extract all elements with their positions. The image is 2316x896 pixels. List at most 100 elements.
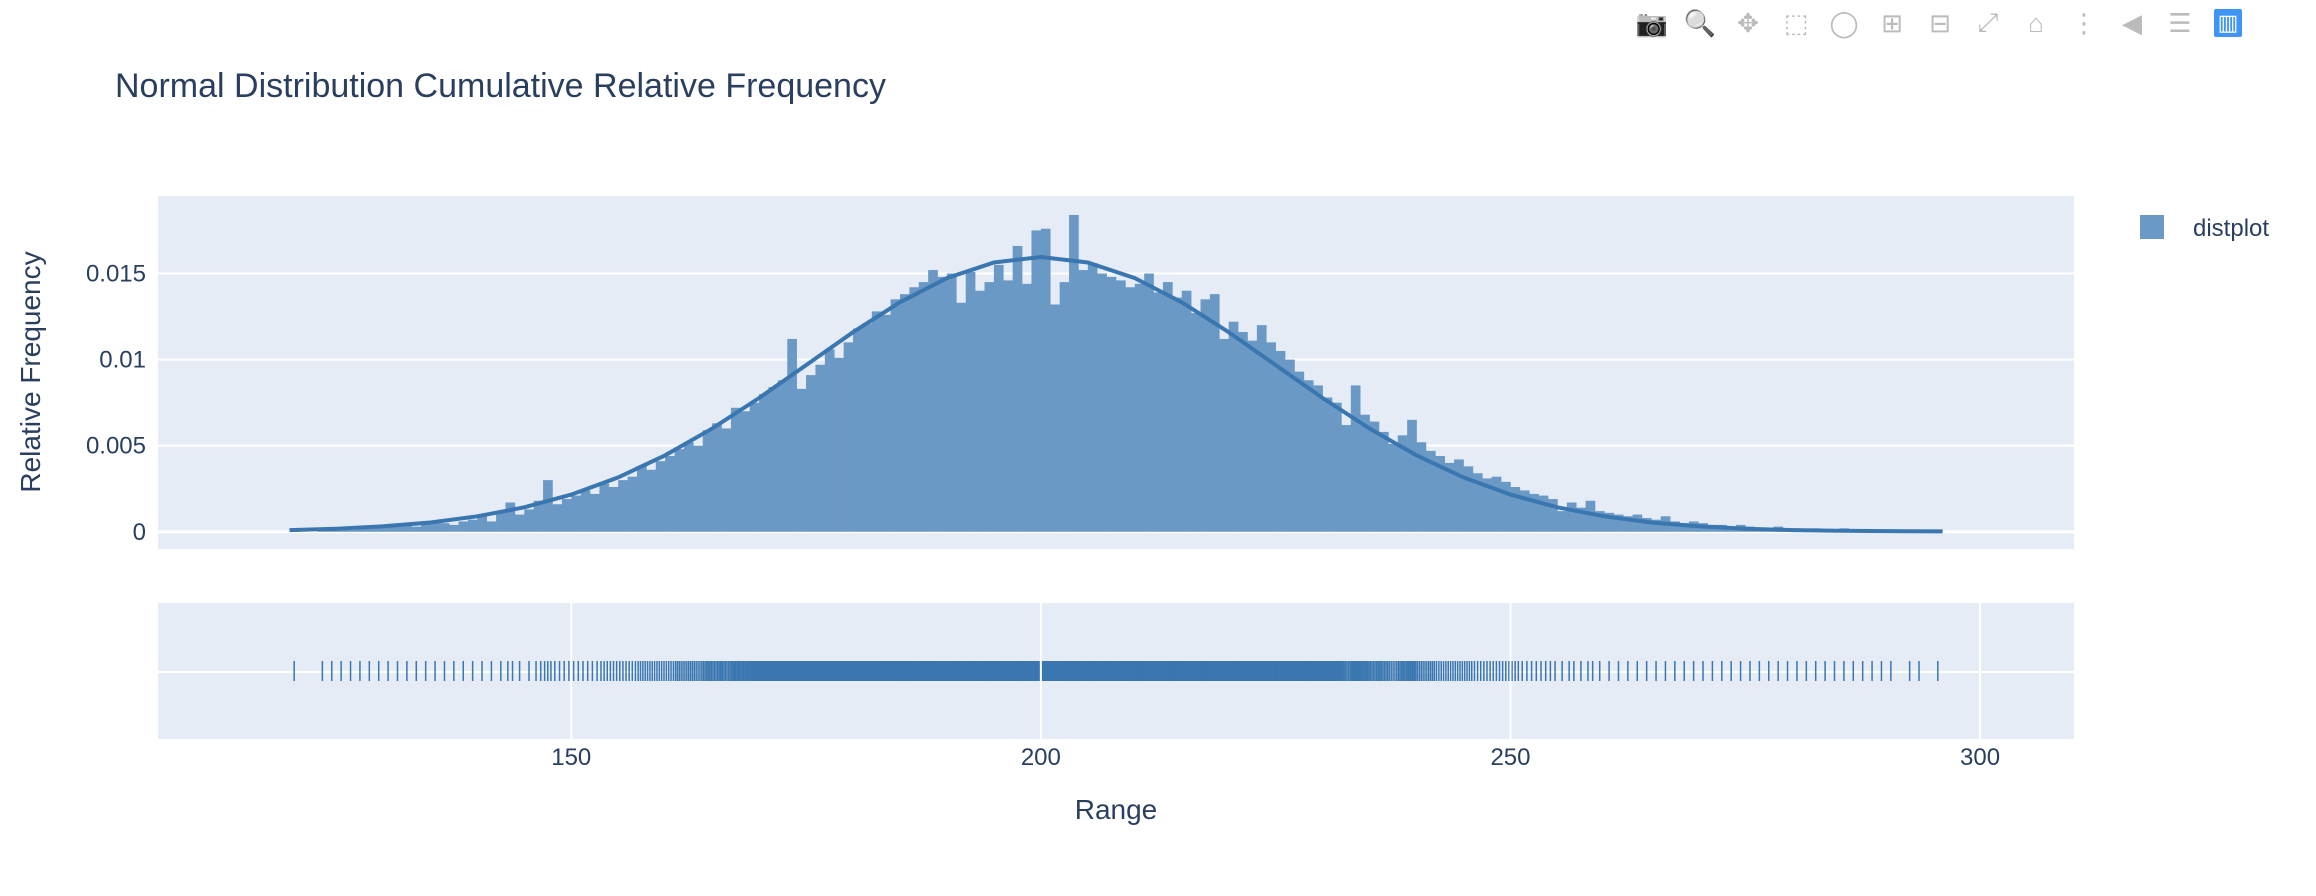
histogram-bar[interactable] bbox=[1266, 342, 1276, 532]
plotly-logo-icon[interactable]: ▥ bbox=[2204, 6, 2252, 40]
histogram-bar[interactable] bbox=[1472, 473, 1483, 532]
histogram-bar[interactable] bbox=[1360, 414, 1370, 532]
zoom-out-icon[interactable]: ⊟ bbox=[1929, 7, 1951, 38]
histogram-bar[interactable] bbox=[552, 504, 563, 532]
histogram-bar[interactable] bbox=[411, 526, 422, 532]
histogram-bar[interactable] bbox=[975, 290, 985, 532]
hover-compare-icon[interactable]: ☰ bbox=[2168, 7, 2192, 38]
histogram-bar[interactable] bbox=[590, 493, 600, 532]
histogram-bar[interactable] bbox=[1125, 287, 1136, 532]
histogram-bar[interactable] bbox=[993, 264, 1004, 532]
histogram-bar[interactable] bbox=[1651, 519, 1662, 532]
histogram-bar[interactable] bbox=[430, 521, 441, 532]
histogram-bar[interactable] bbox=[693, 445, 704, 532]
histogram-bar[interactable] bbox=[1378, 431, 1389, 532]
histogram-bar[interactable] bbox=[486, 521, 497, 532]
histogram-bar[interactable] bbox=[327, 530, 337, 532]
histogram-bar[interactable] bbox=[355, 528, 365, 532]
histogram-bar[interactable] bbox=[1557, 511, 1568, 532]
histogram-bar[interactable] bbox=[1144, 273, 1154, 532]
histogram-bar[interactable] bbox=[1566, 502, 1577, 532]
histogram-bar[interactable] bbox=[937, 276, 948, 532]
histogram-bar[interactable] bbox=[1209, 294, 1220, 532]
histogram-bar[interactable] bbox=[1106, 276, 1117, 532]
histogram-bar[interactable] bbox=[1256, 325, 1267, 532]
histogram-bar[interactable] bbox=[364, 528, 375, 532]
hover-closest-icon[interactable]: ◀ bbox=[2122, 7, 2142, 38]
histogram-bar[interactable] bbox=[420, 523, 431, 532]
histogram-bar[interactable] bbox=[533, 500, 544, 532]
histogram-bar[interactable] bbox=[1585, 500, 1596, 532]
histogram-bar[interactable] bbox=[899, 294, 910, 532]
histogram-bar[interactable] bbox=[467, 519, 478, 532]
histogram-bar[interactable] bbox=[1425, 450, 1436, 532]
histogram-bar[interactable] bbox=[796, 388, 807, 532]
histogram-bar[interactable] bbox=[608, 487, 619, 532]
histogram-bar[interactable] bbox=[1200, 299, 1211, 532]
histogram-bar[interactable] bbox=[965, 271, 976, 532]
histogram-bar[interactable] bbox=[514, 514, 525, 532]
histogram-bar[interactable] bbox=[1341, 425, 1352, 532]
histogram-bar[interactable] bbox=[1294, 371, 1305, 532]
histogram-bar[interactable] bbox=[1181, 290, 1192, 532]
autoscale-icon[interactable]: ⤢ bbox=[1977, 7, 1999, 37]
histogram-bar[interactable] bbox=[1040, 228, 1051, 532]
histogram-bar[interactable] bbox=[806, 375, 816, 532]
histogram-bar[interactable] bbox=[1069, 214, 1079, 532]
histogram-bar[interactable] bbox=[646, 469, 657, 532]
histogram-bar[interactable] bbox=[1501, 481, 1511, 532]
histogram-bar[interactable] bbox=[1219, 338, 1230, 532]
histogram-bar[interactable] bbox=[524, 509, 534, 532]
histogram-bar[interactable] bbox=[853, 328, 863, 532]
histogram-bar[interactable] bbox=[1153, 292, 1164, 532]
histogram-bar[interactable] bbox=[1059, 282, 1070, 532]
histogram-bar[interactable] bbox=[1510, 487, 1521, 532]
histogram-bar[interactable] bbox=[477, 516, 488, 532]
histogram-bar[interactable] bbox=[909, 287, 920, 532]
histogram-bar[interactable] bbox=[1078, 270, 1089, 532]
histogram-bar[interactable] bbox=[881, 314, 891, 532]
histogram-bar[interactable] bbox=[871, 311, 882, 532]
histogram-bar[interactable] bbox=[1275, 350, 1286, 532]
legend-item-distplot[interactable]: distplot bbox=[2140, 215, 2269, 242]
histogram-bar[interactable] bbox=[1238, 332, 1248, 532]
histogram-bar[interactable] bbox=[1162, 282, 1173, 532]
histogram-bar[interactable] bbox=[815, 364, 826, 532]
histogram-bar[interactable] bbox=[1191, 313, 1201, 532]
histogram-bar[interactable] bbox=[449, 524, 459, 532]
zoom-icon[interactable]: 🔍 bbox=[1683, 7, 1717, 38]
histogram-bar[interactable] bbox=[862, 323, 873, 532]
histogram-bar[interactable] bbox=[1350, 385, 1361, 532]
histogram-bar[interactable] bbox=[1482, 478, 1492, 532]
histogram-bar[interactable] bbox=[1022, 283, 1032, 532]
histogram-bar[interactable] bbox=[759, 394, 769, 532]
histogram-bar[interactable] bbox=[1087, 263, 1098, 532]
histogram-bar[interactable] bbox=[383, 526, 394, 532]
histogram-bar[interactable] bbox=[1247, 340, 1258, 532]
histogram-bar[interactable] bbox=[1322, 397, 1333, 532]
histogram-bar[interactable] bbox=[1407, 419, 1417, 532]
spike-lines-icon[interactable]: ⋮ bbox=[2071, 7, 2097, 38]
histogram-bar[interactable] bbox=[1031, 230, 1042, 532]
histogram-bar[interactable] bbox=[946, 273, 957, 532]
histogram-bar[interactable] bbox=[374, 526, 384, 532]
histogram-bar[interactable] bbox=[1369, 421, 1380, 532]
histogram-bar[interactable] bbox=[824, 349, 835, 532]
histogram-bar[interactable] bbox=[1116, 280, 1126, 532]
histogram-bar[interactable] bbox=[721, 428, 732, 532]
histogram-bar[interactable] bbox=[956, 302, 967, 532]
histogram-bar[interactable] bbox=[683, 442, 694, 532]
histogram-bar[interactable] bbox=[834, 357, 844, 532]
histogram-bar[interactable] bbox=[1613, 514, 1624, 532]
pan-icon[interactable]: ✥ bbox=[1737, 7, 1759, 38]
histogram-bar[interactable] bbox=[1003, 280, 1013, 532]
histogram-bar[interactable] bbox=[580, 490, 591, 532]
histogram-bar[interactable] bbox=[1604, 512, 1615, 532]
histogram-bar[interactable] bbox=[1454, 459, 1464, 532]
histogram-bar[interactable] bbox=[890, 299, 901, 532]
histogram-bar[interactable] bbox=[627, 476, 638, 532]
histogram-bar[interactable] bbox=[505, 502, 516, 532]
histogram-bar[interactable] bbox=[402, 524, 412, 532]
histogram-bar[interactable] bbox=[1012, 245, 1023, 532]
histogram-bar[interactable] bbox=[665, 456, 675, 532]
